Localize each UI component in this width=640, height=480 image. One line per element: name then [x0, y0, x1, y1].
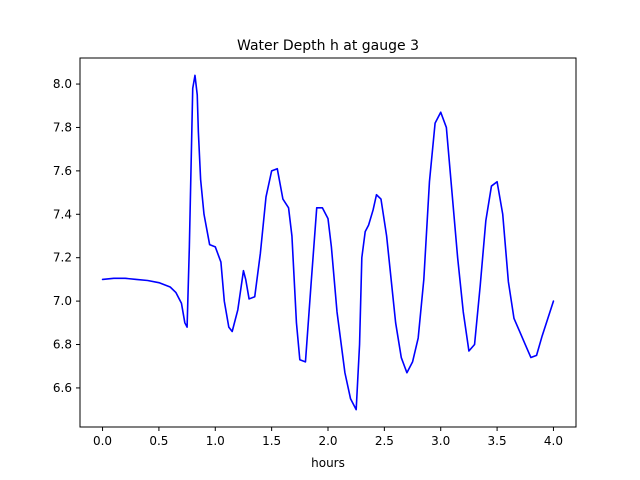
x-tick-label: 2.0 [318, 434, 337, 448]
y-tick-label: 6.6 [53, 381, 72, 395]
x-axis: 0.0 0.5 1.0 1.5 2.0 2.5 3.0 3.5 4.0 [93, 427, 563, 448]
x-axis-label: hours [311, 456, 345, 470]
x-tick-label: 3.0 [431, 434, 450, 448]
y-tick-label: 7.2 [53, 251, 72, 265]
x-tick-label: 1.0 [206, 434, 225, 448]
y-axis: 6.6 6.8 7.0 7.2 7.4 7.6 7.8 8.0 [53, 77, 80, 395]
x-tick-label: 0.0 [93, 434, 112, 448]
y-tick-label: 7.4 [53, 207, 72, 221]
plot-area [79, 57, 577, 428]
x-tick-label: 4.0 [544, 434, 563, 448]
plot-frame [79, 57, 577, 428]
x-tick-label: 3.5 [488, 434, 507, 448]
y-tick-label: 6.8 [53, 338, 72, 352]
chart-title: Water Depth h at gauge 3 [237, 38, 419, 54]
series-line-0 [101, 74, 555, 411]
y-tick-label: 7.6 [53, 164, 72, 178]
y-tick-label: 8.0 [53, 77, 72, 91]
x-tick-label: 0.5 [149, 434, 168, 448]
x-tick-label: 1.5 [262, 434, 281, 448]
x-tick-label: 2.5 [375, 434, 394, 448]
y-tick-label: 7.0 [53, 294, 72, 308]
y-tick-label: 7.8 [53, 120, 72, 134]
